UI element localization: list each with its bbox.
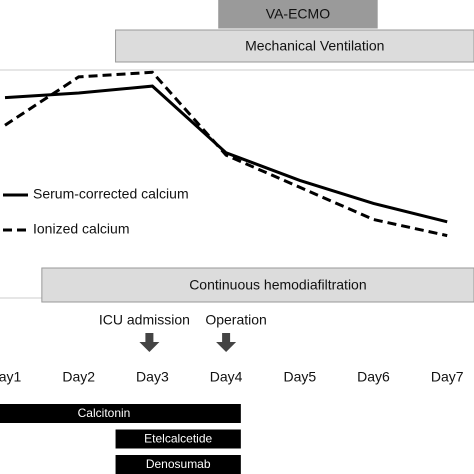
legend-label: Serum-corrected calcium: [33, 186, 189, 202]
line: [4, 70, 448, 238]
x-tick-label: Day5: [283, 369, 316, 385]
event-arrow: [139, 333, 160, 352]
x-tick-label: Day7: [431, 369, 464, 385]
treatment-label: Continuous hemodiafiltration: [189, 277, 366, 293]
treatment-label: Mechanical Ventilation: [245, 38, 384, 54]
line: [4, 84, 448, 224]
legend-label: Ionized calcium: [33, 221, 130, 237]
drug-bar: [0, 404, 241, 423]
x-tick-label: Day6: [357, 369, 390, 385]
x-tick-label: Day2: [62, 369, 95, 385]
drug-label: Calcitonin: [78, 406, 131, 420]
x-tick-label: Day4: [210, 369, 243, 385]
drug-bar: [115, 429, 241, 449]
drug-bar: [115, 455, 241, 474]
drug-label: Etelcalcetide: [144, 432, 212, 446]
treatment-bar: [218, 0, 378, 29]
event-label: ICU admission: [99, 312, 190, 328]
treatment-bar: [115, 29, 474, 63]
x-tick-label: Day3: [136, 369, 169, 385]
drug-label: Denosumab: [146, 457, 211, 471]
event-arrow: [216, 333, 237, 352]
x-tick-label: Day1: [0, 369, 22, 385]
treatment-label: VA-ECMO: [266, 6, 330, 22]
event-label: Operation: [205, 312, 266, 328]
